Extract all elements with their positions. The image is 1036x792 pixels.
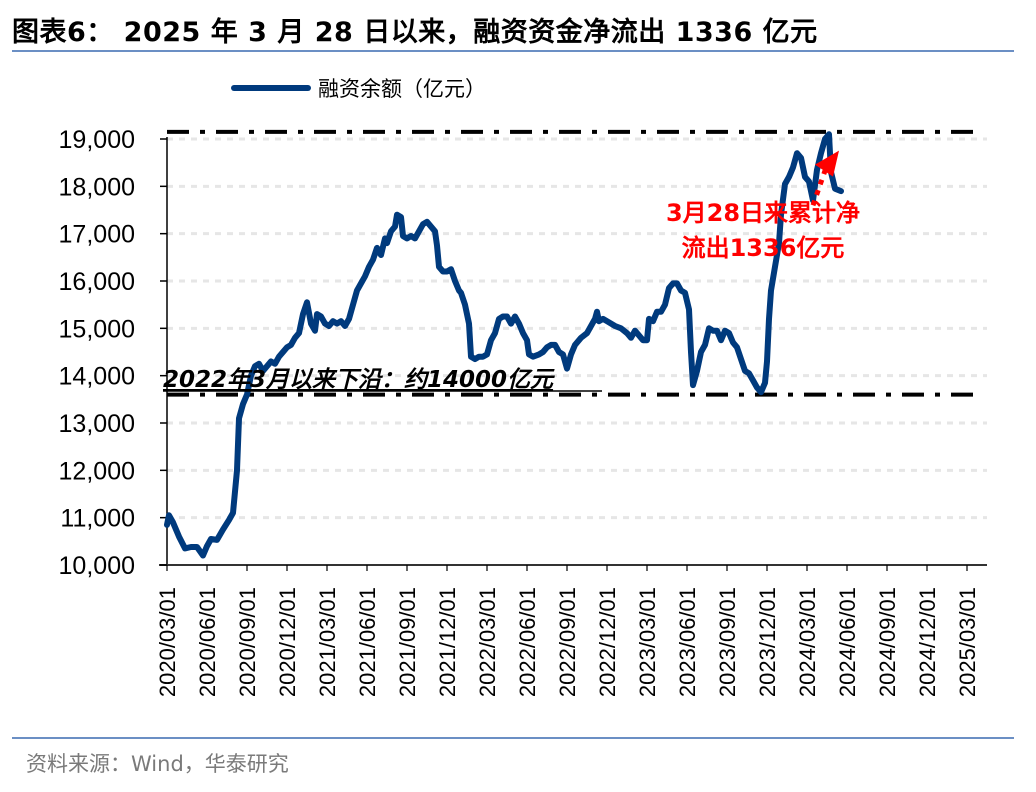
y-tick-label: 18,000 (59, 173, 135, 201)
x-tick-label: 2022/12/01 (595, 587, 620, 697)
y-tick-label: 15,000 (59, 315, 135, 343)
x-tick-label: 2024/09/01 (875, 587, 900, 697)
x-axis-ticks: 2020/03/01 2020/06/01 2020/09/01 2020/12/01… (155, 565, 980, 697)
y-axis-ticks: 10,000 11,000 12,000 13,000 14,000 15,000 16,0… (59, 126, 167, 580)
axes (159, 137, 987, 566)
y-tick-label: 14,000 (59, 363, 135, 391)
x-tick-label: 2022/09/01 (555, 587, 580, 697)
financing-balance-line (164, 131, 844, 559)
title-divider (12, 50, 1014, 52)
legend: 融资余额（亿元） (231, 77, 486, 101)
y-tick-label: 12,000 (59, 457, 135, 485)
source-note: 资料来源：Wind，华泰研究 (26, 752, 289, 776)
x-tick-label: 2023/03/01 (635, 587, 660, 697)
x-tick-label: 2024/06/01 (835, 587, 860, 697)
x-tick-label: 2024/03/01 (795, 587, 820, 697)
y-tick-label: 11,000 (60, 505, 135, 533)
outflow-annotation: 3月28日来累计净 流出1336亿元 (666, 199, 860, 262)
y-tick-label: 19,000 (59, 126, 135, 154)
y-tick-label: 16,000 (59, 268, 135, 296)
page-title: 图表6： 2025 年 3 月 28 日以来，融资资金净流出 1336 亿元 (12, 17, 818, 48)
arrow-head (815, 150, 839, 177)
reference-lines (167, 129, 980, 397)
y-tick-label: 13,000 (59, 410, 135, 438)
x-tick-label: 2020/06/01 (195, 587, 220, 697)
x-tick-label: 2020/12/01 (275, 587, 300, 697)
outflow-annotation-line1: 3月28日来累计净 (666, 199, 860, 227)
outflow-arrow-icon (810, 150, 839, 207)
x-tick-label: 2021/12/01 (435, 587, 460, 697)
floor-annotation: 2022年3月以来下沿：约14000亿元 (163, 367, 602, 393)
x-tick-label: 2020/09/01 (235, 587, 260, 697)
x-tick-label: 2021/06/01 (355, 587, 380, 697)
x-tick-label: 2022/06/01 (515, 587, 540, 697)
x-tick-label: 2023/12/01 (755, 587, 780, 697)
x-tick-label: 2023/06/01 (675, 587, 700, 697)
y-tick-label: 17,000 (59, 221, 135, 249)
footer-divider (12, 737, 1014, 739)
outflow-annotation-line2: 流出1336亿元 (682, 234, 845, 262)
x-tick-label: 2021/03/01 (315, 587, 340, 697)
x-tick-label: 2025/03/01 (955, 587, 980, 697)
x-tick-label: 2020/03/01 (155, 587, 180, 697)
legend-label: 融资余额（亿元） (318, 77, 486, 101)
x-tick-label: 2022/03/01 (475, 587, 500, 697)
chart-area: 10,000 11,000 12,000 13,000 14,000 15,000 16,0… (59, 77, 987, 697)
floor-annotation-text: 2022年3月以来下沿：约14000亿元 (163, 367, 555, 393)
y-tick-label: 10,000 (59, 552, 135, 580)
gridlines (167, 137, 987, 520)
x-tick-label: 2021/09/01 (395, 587, 420, 697)
x-tick-label: 2024/12/01 (915, 587, 940, 697)
x-tick-label: 2023/09/01 (715, 587, 740, 697)
